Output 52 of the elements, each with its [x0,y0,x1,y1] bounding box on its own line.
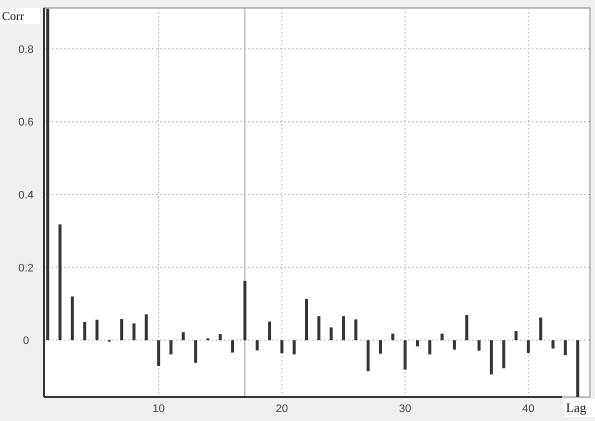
bar [243,280,246,340]
bar [391,334,394,340]
bar [317,316,320,340]
bar [157,340,160,366]
bar [354,319,358,340]
bar [120,319,124,340]
bar [440,334,444,340]
bar [268,322,272,340]
bar [280,340,284,354]
x-tick-label: 30 [399,403,412,415]
bar [539,318,542,340]
bar [526,340,530,353]
bar [502,340,506,368]
bar [342,316,345,340]
x-tick-label: 20 [276,403,288,415]
x-axis-title: Lag [566,400,587,415]
bar [182,332,185,340]
bar [490,340,493,374]
bar [416,340,419,346]
bar [218,334,222,340]
bar [330,327,333,340]
bar [144,314,148,340]
y-tick-label: 0.6 [18,116,34,129]
bar [404,340,407,370]
x-tick-label: 40 [522,403,534,415]
y-tick-label: 0.2 [18,262,34,274]
bar [552,340,555,349]
bar [231,340,234,353]
bar [292,340,296,354]
bar [428,340,432,354]
bar [83,322,86,340]
bar [452,340,456,350]
bar [194,340,198,363]
bar [169,340,172,354]
bar [514,331,518,340]
x-tick-label: 10 [152,403,165,415]
y-axis-title: Corr [2,9,24,23]
bar [96,320,98,340]
bar [70,296,74,340]
bar [58,224,62,340]
bar [378,340,382,354]
y-tick-label: 0 [22,335,30,348]
bar [465,315,468,340]
bar [576,340,580,397]
bar [132,323,136,340]
bar [305,299,308,340]
bar [564,340,567,356]
bar [256,340,259,350]
bar [366,340,370,372]
y-tick-label: 0.4 [18,189,34,202]
bar [478,340,481,351]
y-tick-label: 0.8 [18,44,34,56]
